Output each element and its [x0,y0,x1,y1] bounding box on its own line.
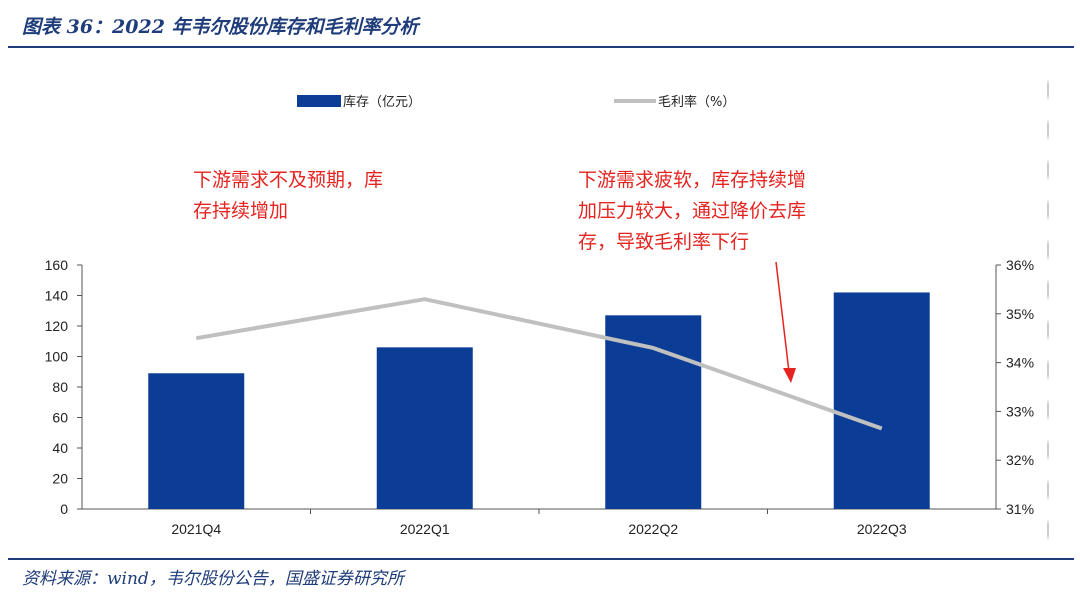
figure-title: 图表 36：2022 年韦尔股份库存和毛利率分析 [22,16,419,38]
bar-inventory [833,292,930,509]
decorative-dots [1046,70,1050,550]
annotation-1-line: 存持续增加 [193,200,288,222]
y-right-tick-label: 35% [1006,306,1034,322]
x-tick-label: 2022Q2 [628,521,678,537]
bottom-divider [8,558,1074,560]
chart: 库存（亿元） 毛利率（%） 0 20 40 60 80 100 120 140 160 31% 32%… [45,94,1034,537]
annotation-arrow-shaft [775,261,790,373]
legend: 库存（亿元） 毛利率（%） [297,94,735,110]
y-left-tick-label: 40 [52,440,68,456]
annotation-1-line: 下游需求不及预期，库 [193,169,383,191]
legend-label-inventory: 库存（亿元） [343,94,421,110]
y-left-tick-label: 120 [45,318,69,334]
y-right-tick-label: 31% [1006,501,1034,517]
y-right-tick-label: 33% [1006,403,1034,419]
y-left-tick-label: 0 [60,501,68,517]
y-left-tick-label: 60 [52,410,68,426]
top-divider [8,46,1074,48]
y-left-tick-label: 160 [45,257,69,273]
y-right-tick-label: 34% [1006,355,1034,371]
annotation-arrow-head [783,368,796,383]
legend-swatch-inventory [297,95,341,107]
y-left-tick-label: 80 [52,379,68,395]
annotation-2-line: 下游需求疲软，库存持续增 [578,169,806,191]
y-left-tick-label: 140 [45,288,69,304]
y-left-tick-label: 20 [52,471,68,487]
bar-inventory [376,347,473,509]
bar-inventory [148,373,245,509]
x-tick-label: 2022Q1 [400,521,450,537]
annotation-2-line: 加压力较大，通过降价去库 [578,200,806,222]
x-tick-label: 2021Q4 [171,521,221,537]
y-left-tick-label: 100 [45,349,69,365]
y-right-tick-label: 32% [1006,452,1034,468]
annotation-2-line: 存，导致毛利率下行 [578,231,749,253]
source-note: 资料来源：wind，韦尔股份公告，国盛证券研究所 [22,569,404,589]
x-tick-label: 2022Q3 [857,521,907,537]
bar-inventory [605,315,702,509]
legend-label-margin: 毛利率（%） [658,94,735,110]
plot-area: 0 20 40 60 80 100 120 140 160 31% 32% 33% 34% 35% 36% 2… [45,257,1034,537]
y-right-tick-label: 36% [1006,257,1034,273]
line-gross-margin [195,297,883,431]
